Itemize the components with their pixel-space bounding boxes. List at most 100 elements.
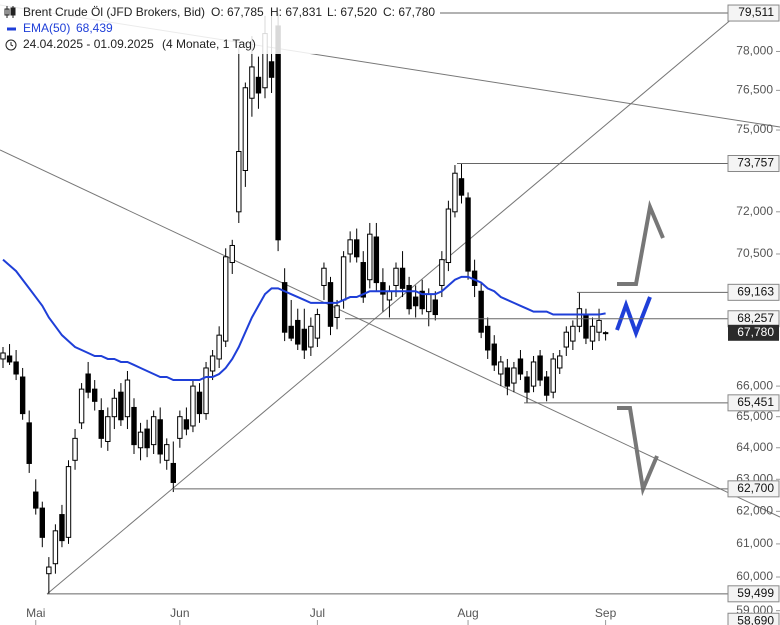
candle-body	[124, 379, 131, 418]
level-label: 79,511	[738, 5, 774, 19]
y-tick-label: 72,000	[736, 204, 773, 218]
candle-body	[275, 25, 281, 241]
candle-body	[478, 290, 484, 333]
candle-body	[570, 325, 576, 342]
ema-line	[2, 258, 606, 382]
candle-body	[393, 267, 399, 286]
y-tick-label: 70,500	[736, 246, 773, 260]
candle-body	[354, 239, 360, 258]
level-label: 69,163	[737, 285, 774, 299]
candle-body	[550, 358, 556, 393]
y-tick-label: 61,000	[736, 536, 773, 550]
x-tick-label: Jul	[310, 606, 325, 620]
candle-body	[223, 256, 229, 342]
candle-body	[52, 530, 59, 565]
last-price-box	[728, 324, 779, 341]
candle-body	[203, 367, 209, 415]
candle-body	[412, 296, 419, 307]
last-price-label: 67,780	[737, 325, 774, 339]
candle-body	[111, 397, 118, 418]
instrument-name: Brent Crude Öl (JFD Brokers, Bid)	[23, 5, 205, 19]
down-arrow	[617, 406, 659, 497]
y-tick-label: 62,000	[736, 504, 773, 518]
candle-body	[583, 314, 589, 339]
candle-body	[190, 385, 196, 427]
candle-body	[524, 376, 530, 393]
candle-body	[602, 332, 609, 335]
candle-body	[170, 462, 177, 483]
y-tick-label: 66,000	[736, 378, 773, 392]
y-tick-label: 64,000	[736, 440, 773, 454]
level-label: 62,700	[737, 481, 774, 495]
candle-body	[39, 507, 45, 538]
candle-body	[255, 76, 262, 94]
candle-body	[65, 466, 72, 538]
candle-icon	[4, 6, 16, 18]
candle-body	[589, 325, 596, 342]
candle-body	[399, 267, 406, 289]
scenario-arrow	[615, 296, 652, 339]
candle-body	[406, 284, 412, 310]
candle-body	[59, 514, 65, 542]
up-arrow	[617, 200, 665, 286]
candle-body	[367, 233, 373, 281]
candle-body	[360, 262, 366, 298]
candle-body	[288, 325, 294, 339]
candle-body	[33, 491, 39, 509]
candle-body	[131, 406, 137, 446]
candle-body	[268, 61, 275, 78]
candle-body	[373, 236, 380, 284]
candle-body	[6, 355, 13, 363]
level-box	[727, 394, 780, 412]
candle-body	[419, 290, 425, 310]
candle-body	[72, 437, 78, 461]
candle-body	[439, 259, 445, 286]
candle-body	[498, 361, 504, 375]
candle-body	[511, 367, 517, 384]
candle-body	[308, 325, 314, 348]
y-tick-label: 60,000	[736, 569, 773, 583]
close-value: C: 67,780	[383, 5, 435, 19]
y-tick-label: 78,000	[736, 44, 773, 58]
candle-body	[432, 299, 439, 316]
level-box	[727, 480, 780, 498]
candle-body	[177, 416, 183, 439]
projection-arrows	[615, 200, 665, 497]
level-box	[727, 585, 780, 603]
candle-body	[144, 428, 150, 449]
legend-bg	[0, 0, 440, 54]
candle-body	[216, 334, 222, 360]
x-tick-label: Mai	[26, 606, 45, 620]
y-tick-label: 65,000	[736, 409, 773, 423]
candle-body	[596, 319, 602, 333]
level-label: 65,451	[737, 395, 774, 409]
candle-body	[137, 431, 144, 449]
high-value: H: 67,831	[270, 5, 322, 19]
candle-body	[380, 282, 386, 295]
ema-name: EMA(50)	[23, 21, 70, 35]
low-value: L: 67,520	[327, 5, 377, 19]
candle-body	[19, 376, 26, 415]
level-label: 59,499	[737, 586, 774, 600]
candle-body	[340, 256, 347, 301]
candle-body	[118, 391, 124, 421]
candle-body	[105, 416, 111, 442]
axis-labels: 59,00060,00061,00062,00063,00064,00065,0…	[26, 4, 780, 625]
candle-body	[98, 410, 104, 439]
x-tick-label: Aug	[457, 606, 478, 620]
candle-body	[92, 388, 98, 402]
level-label: 58,690	[737, 613, 774, 625]
candle-body	[0, 352, 6, 360]
candle-body	[563, 331, 569, 348]
candle-body	[504, 367, 511, 387]
candle-body	[164, 444, 170, 461]
candle-body	[209, 355, 216, 372]
candle-body	[458, 178, 465, 196]
candle-body	[85, 373, 91, 393]
candle-body	[150, 416, 157, 446]
candle-body	[26, 422, 32, 464]
candle-body	[229, 244, 235, 264]
candle-body	[576, 308, 583, 327]
candle-body	[314, 314, 321, 339]
x-tick-label: Sep	[595, 606, 617, 620]
